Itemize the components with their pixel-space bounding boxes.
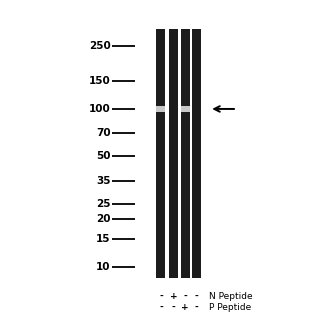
Text: -: - <box>183 292 187 301</box>
Text: +: + <box>181 303 189 312</box>
Text: 250: 250 <box>89 41 111 51</box>
Bar <box>169 29 178 278</box>
Text: 70: 70 <box>96 128 111 138</box>
Text: 20: 20 <box>96 214 111 224</box>
Text: +: + <box>170 292 178 301</box>
Text: -: - <box>172 303 176 312</box>
Text: -: - <box>195 303 199 312</box>
Text: -: - <box>195 292 199 301</box>
Bar <box>181 29 190 278</box>
Text: 150: 150 <box>89 76 111 86</box>
Text: 10: 10 <box>96 262 111 272</box>
Text: -: - <box>159 292 163 301</box>
Text: 25: 25 <box>96 199 111 209</box>
Bar <box>156 29 165 278</box>
Bar <box>192 29 201 278</box>
Text: 100: 100 <box>89 104 111 114</box>
Text: -: - <box>159 303 163 312</box>
Bar <box>156 106 165 112</box>
Text: N Peptide: N Peptide <box>209 292 253 301</box>
Text: 50: 50 <box>96 151 111 162</box>
Text: 35: 35 <box>96 176 111 186</box>
Text: P Peptide: P Peptide <box>209 303 252 312</box>
Bar <box>181 106 190 112</box>
Text: 15: 15 <box>96 234 111 244</box>
